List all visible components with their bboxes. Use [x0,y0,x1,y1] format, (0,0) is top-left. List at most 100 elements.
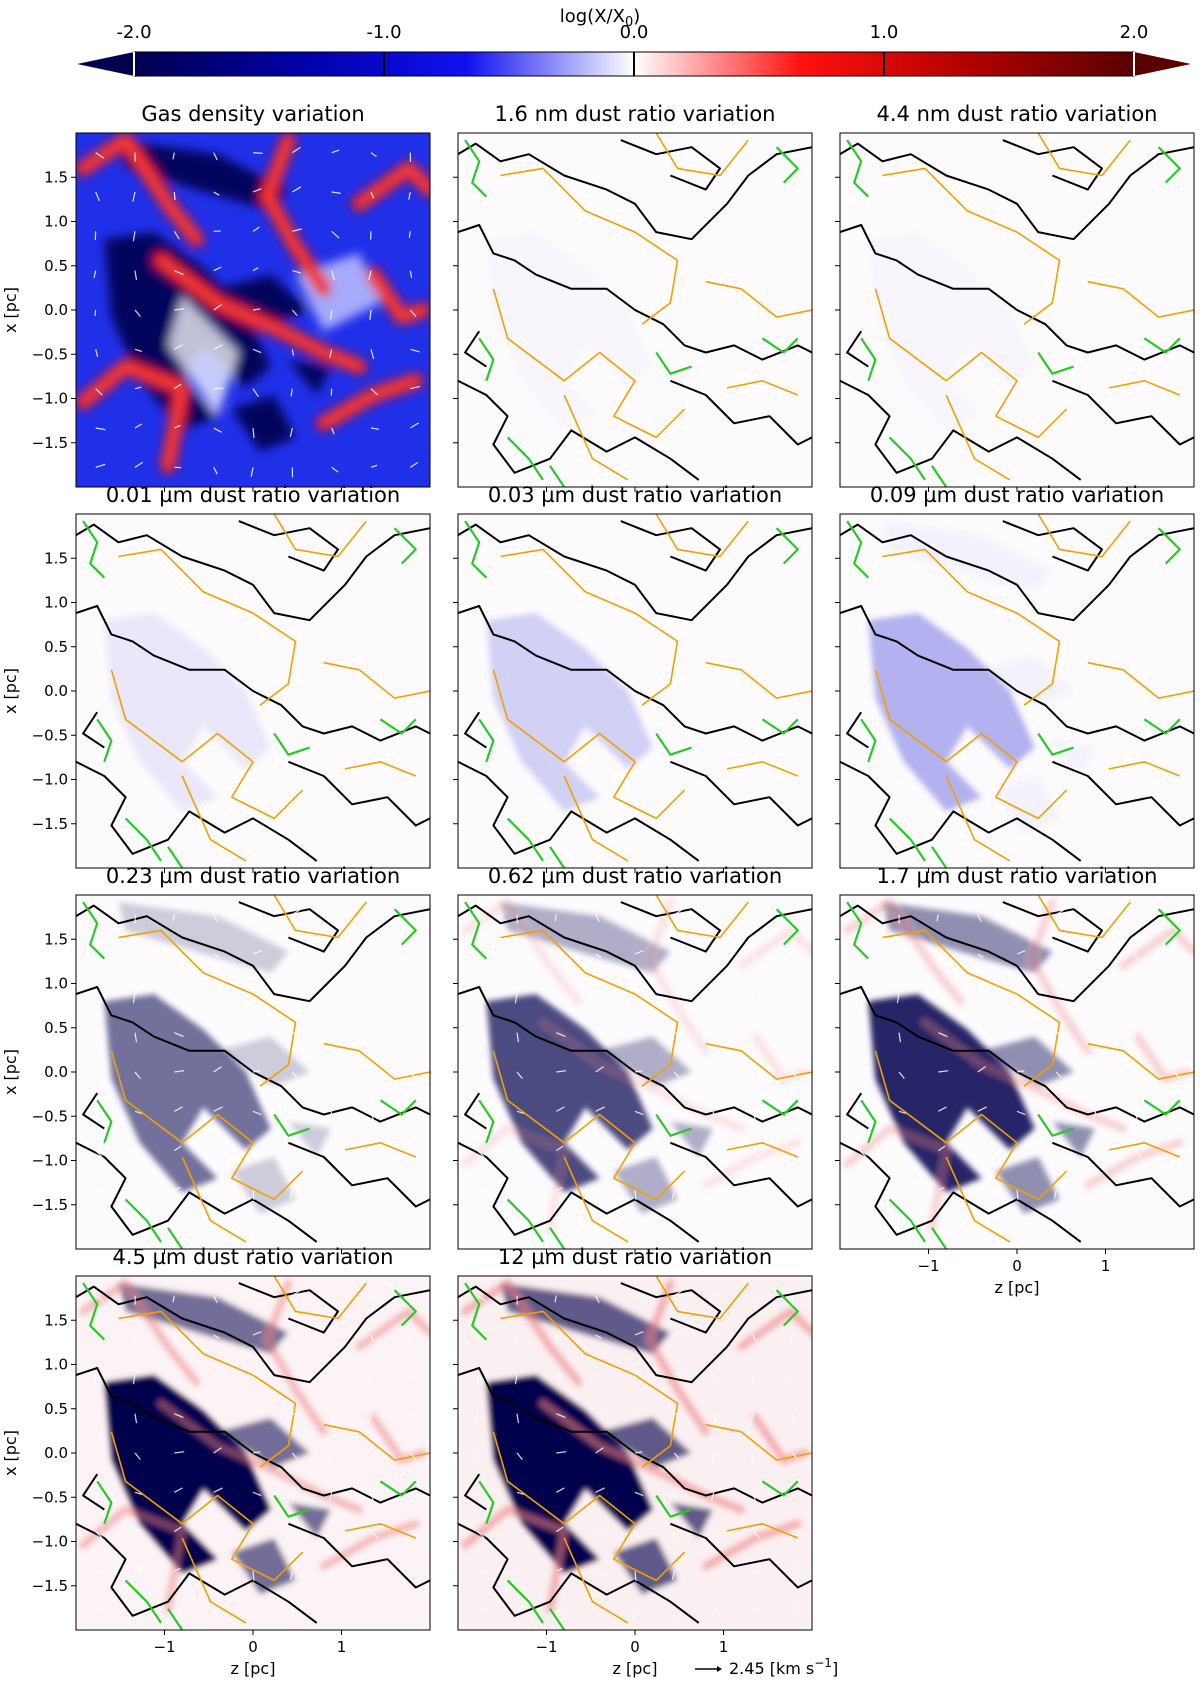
colorbar-extend-low [77,52,134,76]
velocity-key: 2.45 [km s−1] [695,1656,838,1678]
y-tick-label: 0.5 [44,1019,68,1037]
y-tick-label: 0.5 [44,1400,68,1418]
panel-heatmap [76,133,430,487]
y-axis-label: x [pc] [1,668,20,714]
y-tick-label: 0.0 [44,682,68,700]
x-axis-label: z [pc] [995,1278,1040,1297]
y-tick-label: 1.5 [44,1311,68,1329]
y-axis-label: x [pc] [1,1430,20,1476]
panel-contours [840,514,1194,868]
panel-contours [458,1276,812,1630]
velocity-field [475,1289,803,1621]
velocity-field [475,908,803,1240]
panel-5: 0.03 µm dust ratio variation [453,483,813,873]
panel-2: 1.6 nm dust ratio variation [453,102,813,492]
y-tick-label: −1.0 [32,1152,68,1170]
y-tick-label: −1.0 [32,390,68,408]
panel-heatmap [840,133,1194,487]
x-tick-label: 0 [248,1638,258,1656]
y-tick-label: 1.5 [44,549,68,567]
panel-title: 0.03 µm dust ratio variation [488,483,782,507]
colorbar-tick-label: -2.0 [116,22,151,43]
x-tick-label: −1 [917,1257,939,1275]
panel-heatmap [76,514,430,868]
y-tick-label: −0.5 [32,1107,68,1125]
colorbar-label: log(X/X0) [560,6,641,30]
panel-10: 4.5 µm dust ratio variation 1.5 1.0 0.5 0.0 −… [1,1245,431,1678]
panel-title: 1.7 µm dust ratio variation [876,864,1157,888]
colorbar-tick-label: 1.0 [870,22,899,43]
panel-heatmap [458,514,812,868]
y-tick-label: −0.5 [32,1488,68,1506]
y-tick-label: 1.0 [44,1356,68,1374]
panel-contours [458,895,812,1249]
panel-heatmap [76,1276,430,1630]
y-axis-label: x [pc] [1,287,20,333]
x-tick-label: 1 [719,1638,729,1656]
velocity-field [93,1289,421,1621]
colorbar-tick-label: 2.0 [1120,22,1149,43]
panel-contours [458,133,812,487]
panel-1: Gas density variation 1.5 1.0 0.5 0.0 −0.5 −1.… [1,102,431,492]
panel-title: 4.5 µm dust ratio variation [112,1245,393,1269]
panel-11: 12 µm dust ratio variation −1 0 1 z [pc] [453,1245,813,1678]
x-tick-label: 1 [1101,1257,1111,1275]
x-tick-label: 1 [337,1638,347,1656]
panel-contours [840,895,1194,1249]
y-tick-label: −0.5 [32,345,68,363]
panel-contours [458,514,812,868]
y-tick-label: 1.0 [44,975,68,993]
y-tick-label: −1.0 [32,1533,68,1551]
y-tick-label: 0.0 [44,1063,68,1081]
panel-heatmap [458,133,812,487]
y-tick-label: 0.5 [44,638,68,656]
panel-heatmap [76,895,430,1249]
panel-title: 0.09 µm dust ratio variation [870,483,1164,507]
y-tick-label: 0.5 [44,257,68,275]
panel-contours [76,1276,430,1630]
panel-contours [76,895,430,1249]
x-axis-label: z [pc] [231,1659,276,1678]
panel-title: 0.23 µm dust ratio variation [106,864,400,888]
panel-heatmap [840,514,1194,868]
colorbar-tick-label: 0.0 [620,22,649,43]
y-tick-label: 0.0 [44,301,68,319]
panel-title: 12 µm dust ratio variation [498,1245,772,1269]
panel-3: 4.4 nm dust ratio variation [835,102,1195,492]
panel-4: 0.01 µm dust ratio variation 1.5 1.0 0.5 0.0… [1,483,431,873]
y-tick-label: −1.0 [32,771,68,789]
panel-6: 0.09 µm dust ratio variation [835,483,1195,873]
x-axis-label: z [pc] [613,1659,658,1678]
panel-9: 1.7 µm dust ratio variation −1 0 1 z [pc] [835,864,1195,1297]
panel-contours [840,133,1194,487]
panel-contours [76,514,430,868]
y-tick-label: −0.5 [32,726,68,744]
panel-heatmap [458,895,812,1249]
panel-title: Gas density variation [141,102,364,126]
panel-heatmap [458,1276,812,1630]
y-tick-label: 0.0 [44,1444,68,1462]
colorbar-tick-label: -1.0 [366,22,401,43]
x-tick-label: −1 [153,1638,175,1656]
panel-heatmap [840,895,1194,1249]
y-tick-label: 1.0 [44,213,68,231]
panel-title: 1.6 nm dust ratio variation [495,102,776,126]
y-tick-label: −1.5 [32,1196,68,1214]
velocity-field [93,146,421,478]
panel-8: 0.62 µm dust ratio variation [453,864,813,1254]
y-axis-label: x [pc] [1,1049,20,1095]
x-tick-label: 0 [1012,1257,1022,1275]
velocity-field [93,908,421,1240]
y-tick-label: −1.5 [32,1577,68,1595]
x-tick-label: 0 [630,1638,640,1656]
velocity-field [857,908,1185,1240]
y-tick-label: −1.5 [32,815,68,833]
panel-title: 0.01 µm dust ratio variation [106,483,400,507]
x-tick-label: −1 [535,1638,557,1656]
colorbar: log(X/X0) -2.0 -1.0 0.0 1.0 2.0 [77,6,1191,77]
panel-title: 4.4 nm dust ratio variation [877,102,1158,126]
y-tick-label: 1.0 [44,594,68,612]
colorbar-extend-high [1134,52,1191,76]
panel-7: 0.23 µm dust ratio variation 1.5 1.0 0.5 0.0… [1,864,431,1254]
